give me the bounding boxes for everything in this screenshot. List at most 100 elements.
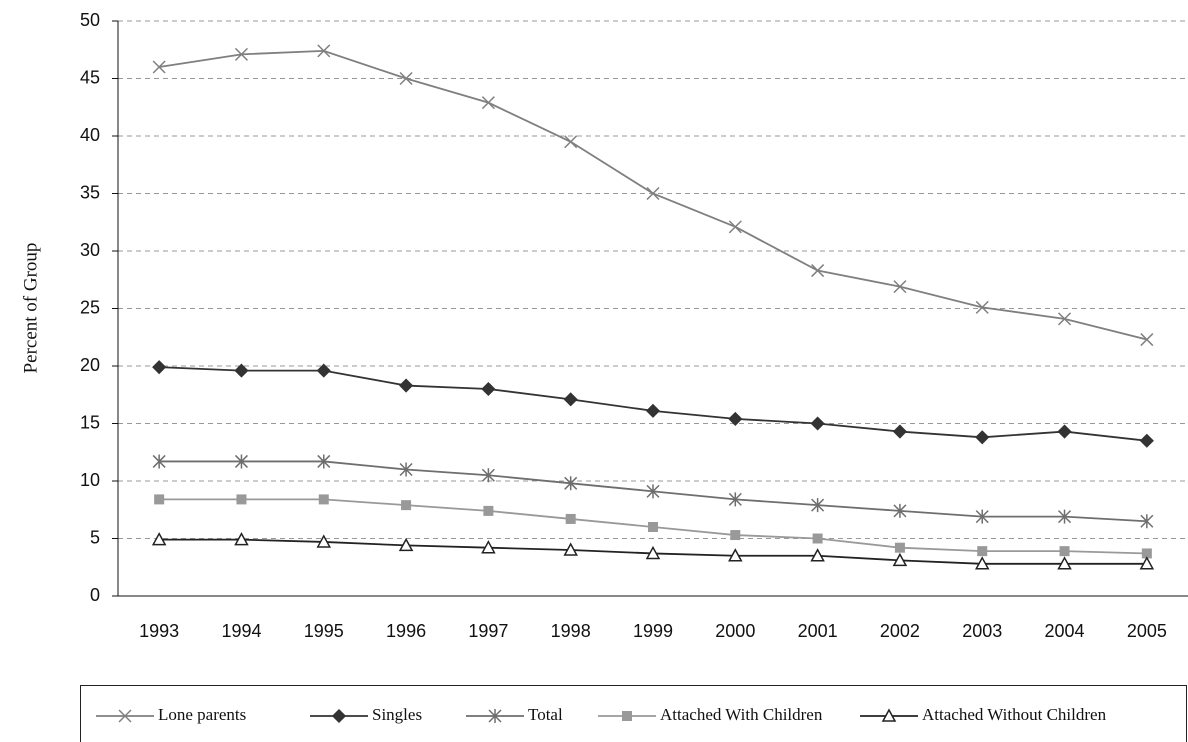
marker-shape (236, 494, 247, 505)
marker (1059, 546, 1070, 557)
marker-shape (893, 503, 907, 518)
marker (1140, 333, 1154, 347)
marker-shape (881, 708, 897, 722)
marker (317, 44, 331, 58)
marker (234, 532, 249, 546)
marker (811, 264, 825, 278)
marker (730, 530, 741, 541)
marker-shape (975, 509, 989, 524)
y-tick-label: 10 (80, 470, 100, 490)
x-tick-label: 2000 (715, 621, 755, 641)
marker-shape (154, 494, 165, 505)
marker (728, 548, 743, 562)
marker (893, 280, 907, 294)
marker (1057, 556, 1072, 570)
marker-shape (974, 556, 990, 570)
marker (975, 509, 989, 524)
marker-shape (481, 468, 495, 483)
marker-shape (894, 542, 905, 553)
marker-shape (1141, 548, 1152, 559)
marker-shape (728, 492, 742, 507)
marker-shape (234, 363, 249, 378)
marker-shape (1057, 424, 1072, 439)
marker (234, 454, 248, 469)
marker-shape (401, 500, 412, 511)
marker (564, 135, 578, 149)
legend-label: Total (528, 705, 563, 724)
x-tick-label: 2001 (798, 621, 838, 641)
marker (401, 500, 412, 511)
marker (975, 430, 990, 445)
marker-shape (564, 476, 578, 491)
marker-shape (810, 416, 825, 431)
marker-shape (563, 392, 578, 407)
marker (234, 363, 249, 378)
marker (331, 708, 347, 724)
marker (399, 462, 413, 477)
x-tick-label: 2005 (1127, 621, 1167, 641)
marker (1058, 312, 1072, 326)
legend-box (80, 685, 1187, 742)
marker-shape (481, 381, 496, 397)
marker-shape (488, 709, 502, 723)
marker (399, 378, 414, 393)
marker-shape (1058, 509, 1072, 524)
marker-shape (622, 711, 632, 721)
marker-shape (563, 542, 578, 556)
marker-shape (728, 548, 743, 562)
legend-label: Attached With Children (660, 705, 823, 724)
marker-shape (234, 47, 248, 61)
marker (1057, 424, 1072, 439)
marker-shape (565, 513, 576, 524)
x-tick-label: 1999 (633, 621, 673, 641)
marker-shape (811, 264, 825, 278)
marker-shape (892, 552, 908, 567)
marker (152, 360, 167, 375)
x-tick-label: 1998 (551, 621, 591, 641)
marker-shape (730, 530, 741, 541)
y-tick-label: 40 (80, 125, 100, 145)
marker (483, 505, 494, 516)
marker-shape (234, 532, 249, 546)
marker (316, 534, 332, 548)
marker (317, 454, 331, 469)
x-tick-label: 1997 (468, 621, 508, 641)
marker (316, 363, 331, 378)
marker-shape (646, 186, 660, 201)
y-tick-label: 15 (80, 412, 100, 432)
marker-shape (399, 71, 413, 86)
marker (481, 468, 495, 483)
marker (645, 403, 661, 418)
marker (1141, 548, 1152, 559)
marker-shape (1139, 556, 1155, 570)
marker-shape (812, 533, 823, 544)
marker (234, 47, 248, 61)
x-tick-label: 2003 (962, 621, 1002, 641)
marker (118, 709, 132, 723)
marker-shape (398, 537, 414, 552)
marker-shape (977, 546, 988, 557)
marker-shape (331, 708, 347, 724)
y-tick-label: 25 (80, 297, 100, 317)
marker-shape (1140, 333, 1154, 347)
marker (481, 96, 495, 110)
marker-shape (316, 534, 332, 548)
marker (1139, 433, 1154, 448)
marker-shape (645, 403, 661, 418)
y-tick-label: 50 (80, 10, 100, 30)
marker (881, 708, 897, 722)
marker (152, 60, 166, 74)
marker (1058, 509, 1072, 524)
marker-shape (234, 454, 248, 469)
marker (810, 416, 825, 431)
marker (236, 494, 247, 505)
marker (892, 424, 907, 439)
legend-label: Lone parents (158, 705, 246, 724)
marker (1139, 556, 1155, 570)
marker-shape (118, 709, 132, 723)
marker-shape (317, 454, 331, 469)
marker (728, 411, 743, 426)
marker (154, 494, 165, 505)
marker (975, 300, 989, 314)
marker (810, 548, 825, 562)
